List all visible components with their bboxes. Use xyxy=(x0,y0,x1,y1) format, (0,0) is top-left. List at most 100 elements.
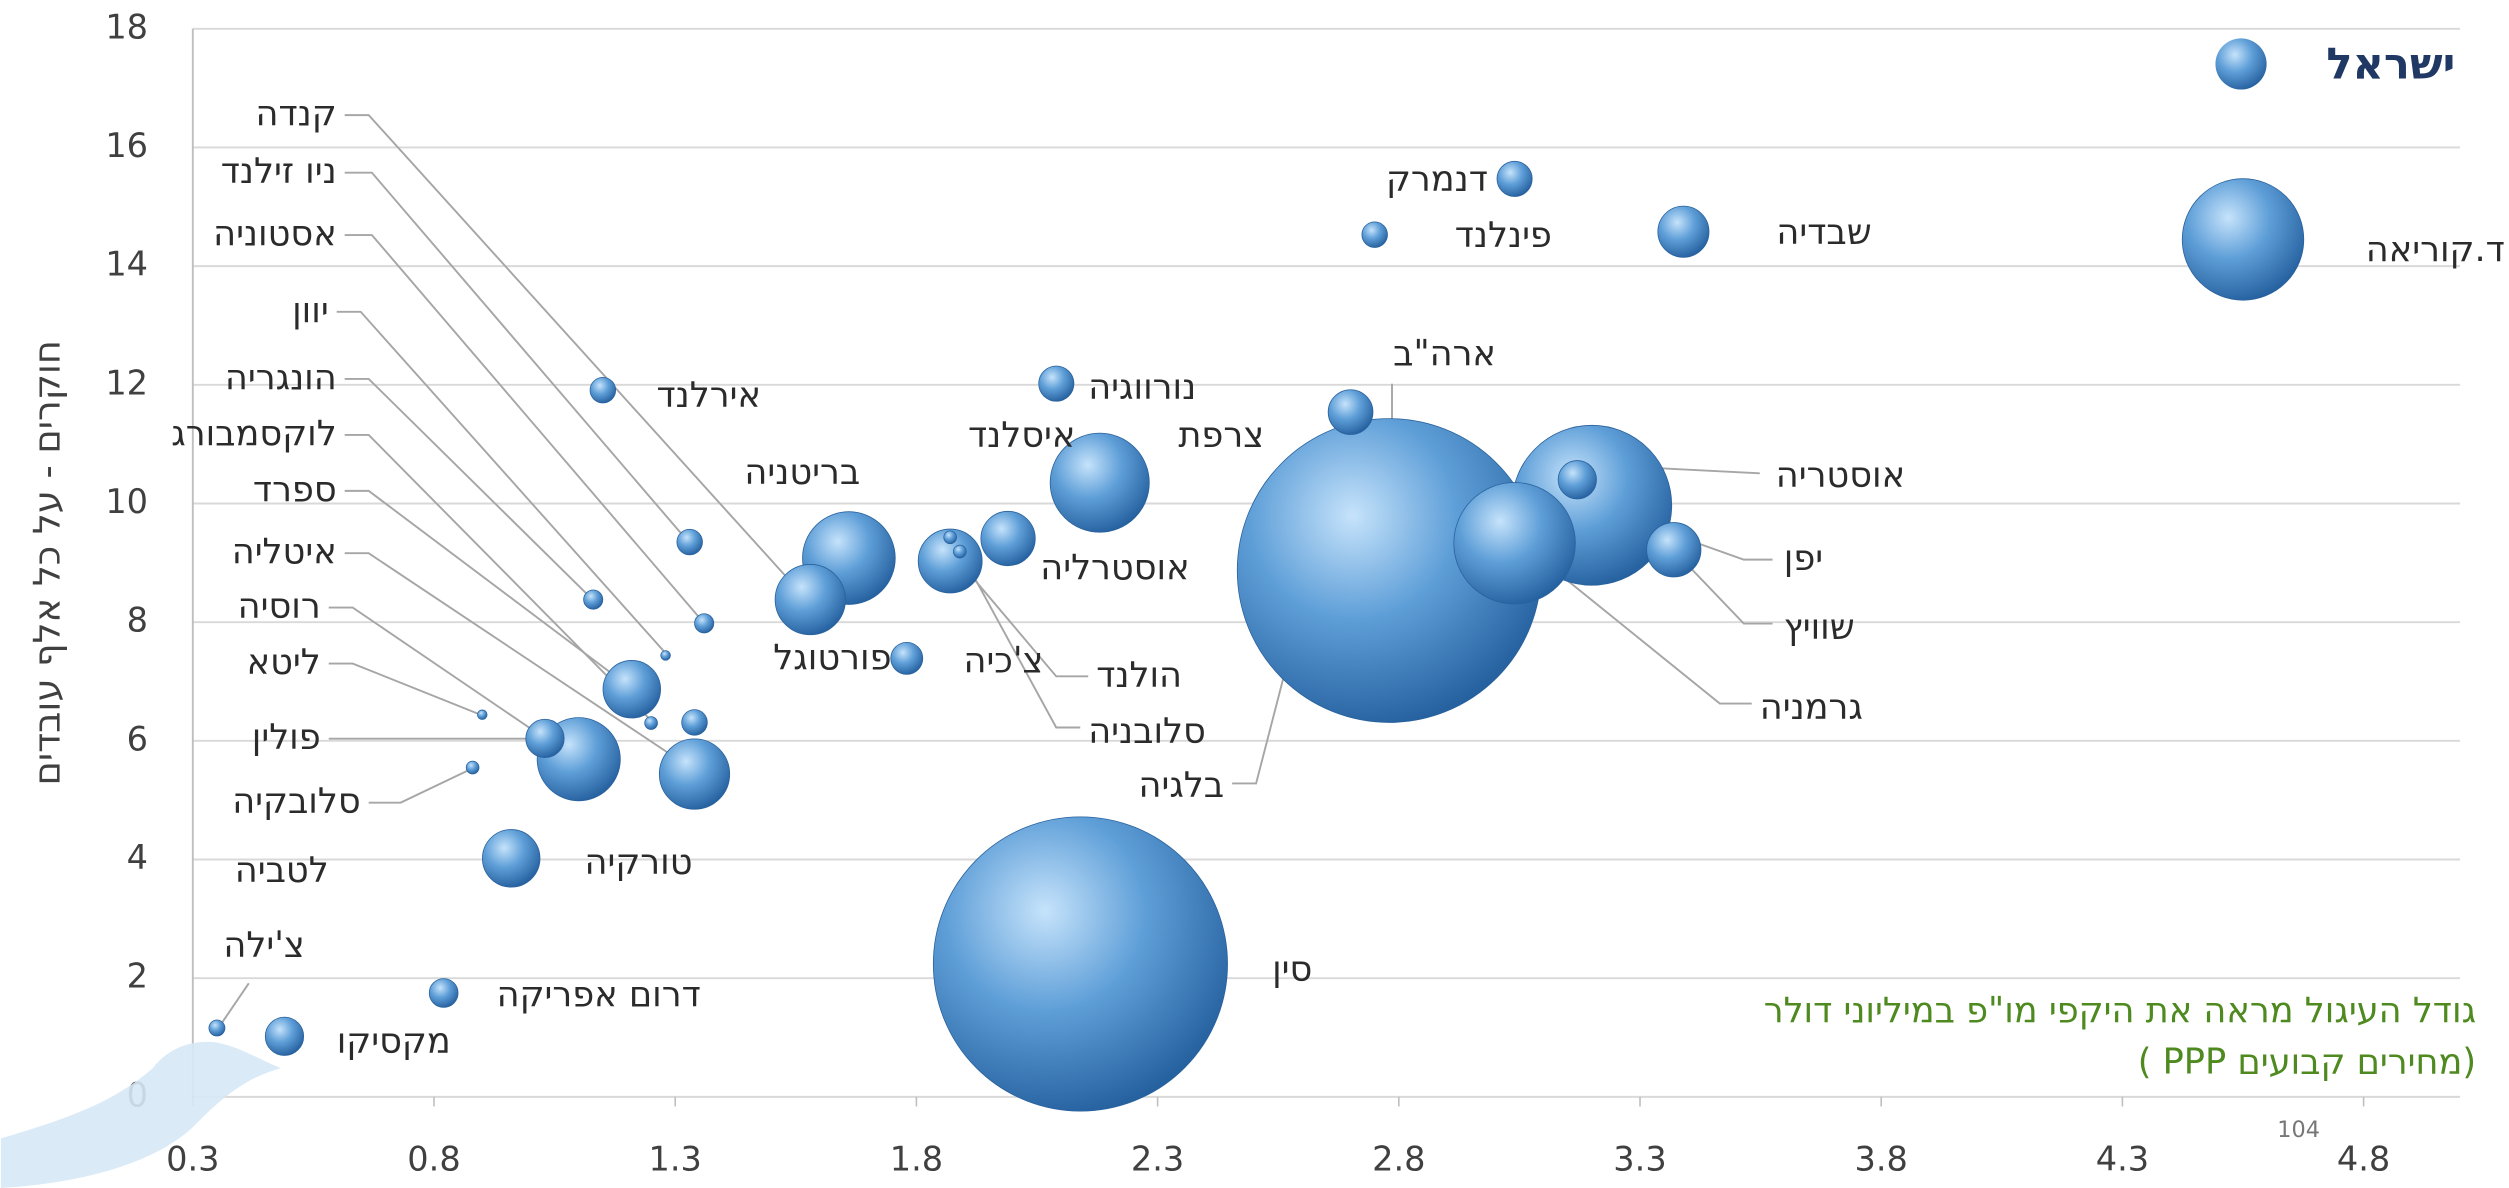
bubble xyxy=(943,530,957,545)
leader-line xyxy=(959,551,1081,729)
bubble xyxy=(264,1016,305,1056)
leader-line xyxy=(368,766,475,804)
y-tick-label: 16 xyxy=(105,126,148,165)
bubble xyxy=(658,738,731,810)
bubble xyxy=(644,716,658,730)
data-label: רוסיה xyxy=(238,586,321,627)
leader-line xyxy=(959,562,1089,678)
data-label: ספרד xyxy=(253,469,337,510)
bubble xyxy=(932,816,1228,1112)
bubble xyxy=(482,829,541,888)
leader-line xyxy=(220,982,250,1024)
data-label: ד.קוריאה xyxy=(2366,229,2505,270)
data-label: שבדיה xyxy=(1776,211,1871,252)
leader-line xyxy=(344,234,706,625)
x-tick-label: 0.8 xyxy=(407,1139,460,1178)
x-tick-label: 3.3 xyxy=(1613,1139,1666,1178)
data-label: הולנד xyxy=(1096,654,1182,695)
x-tick-label: 4.8 xyxy=(2337,1139,2390,1178)
bubble xyxy=(477,709,488,720)
data-label: איטליה xyxy=(232,531,337,572)
data-label: ניו זילנד xyxy=(221,151,337,192)
data-label: קנדה xyxy=(256,93,337,134)
leader-line xyxy=(344,171,690,543)
data-label: ליטא xyxy=(247,642,321,683)
bubble xyxy=(953,544,967,559)
bubble xyxy=(660,650,671,661)
leader-line xyxy=(344,489,634,690)
data-label: לוקסמבורג xyxy=(171,413,336,454)
bubble xyxy=(2181,178,2305,301)
bubble xyxy=(1453,482,1576,605)
bubble xyxy=(208,1019,226,1037)
leader-line xyxy=(1511,534,1752,705)
data-label: פורטוגל xyxy=(773,637,891,678)
data-label: טורקיה xyxy=(585,841,693,882)
leader-line xyxy=(328,606,554,745)
data-label: בריטניה xyxy=(744,451,860,492)
y-tick-label: 12 xyxy=(105,363,148,402)
bubble xyxy=(1557,460,1597,500)
leader-line xyxy=(336,310,669,657)
data-label: יפן xyxy=(1784,538,1823,579)
x-tick-label: 3.8 xyxy=(1855,1139,1908,1178)
leader-line xyxy=(328,662,481,716)
y-tick-label: 6 xyxy=(127,719,148,758)
data-label: סין xyxy=(1272,949,1312,990)
leader-line xyxy=(344,552,701,775)
data-label: סלובניה xyxy=(1088,710,1206,751)
data-label: פולין xyxy=(252,717,321,758)
annotation: (מחירים קבועים PPP ) xyxy=(2138,1041,2476,1082)
data-label: שוויץ xyxy=(1784,606,1855,647)
bubble xyxy=(1496,160,1533,197)
bubble xyxy=(980,510,1036,567)
page-number: 104 xyxy=(2277,1117,2320,1143)
data-label: לטביה xyxy=(235,849,329,890)
bubble xyxy=(676,528,703,556)
bubble xyxy=(694,613,715,634)
data-label: צ'כיה xyxy=(963,640,1043,681)
data-label: הונגריה xyxy=(225,357,337,398)
data-label: אסטוניה xyxy=(213,213,337,254)
x-tick-label: 1.8 xyxy=(890,1139,943,1178)
labels: קנדה ניו זילנד אסטוניה יוון הונגריה לוקסמבורג… xyxy=(171,93,2505,1061)
dove-watermark xyxy=(0,1041,281,1188)
bubble xyxy=(602,660,661,719)
leader-line xyxy=(344,377,594,601)
y-tick-label: 14 xyxy=(105,245,148,284)
data-label: בלגיה xyxy=(1138,765,1224,806)
x-tick-label: 1.3 xyxy=(649,1139,702,1178)
bubble xyxy=(1361,221,1388,248)
y-tick-label: 18 xyxy=(105,7,148,46)
bubbles xyxy=(208,160,2305,1112)
x-tick-label: 4.3 xyxy=(2096,1139,2149,1178)
y-tick-label: 4 xyxy=(127,838,148,877)
data-label: אוסטרליה xyxy=(1040,547,1189,588)
data-label: צ'ילה xyxy=(223,925,304,966)
data-label: צרפת xyxy=(1178,415,1264,456)
legend-label: ישראל xyxy=(2326,40,2455,90)
bubble xyxy=(428,978,459,1008)
bubble xyxy=(1038,365,1075,402)
leaders xyxy=(220,114,1773,1024)
data-label: דרום אפריקה xyxy=(497,974,701,1015)
bubble xyxy=(681,709,708,736)
leader-line xyxy=(344,114,794,585)
data-label: דנמרק xyxy=(1386,159,1488,200)
data-label: פינלנד xyxy=(1455,215,1552,256)
bubble xyxy=(589,376,617,404)
y-tick-label: 2 xyxy=(127,957,148,996)
y-tick-label: 8 xyxy=(127,601,148,640)
bubble xyxy=(525,718,565,759)
x-tick-label: 2.8 xyxy=(1372,1139,1425,1178)
annotation: גודל העיגול מראה את היקפי מו"פ במיליוני … xyxy=(1764,990,2476,1031)
bubble xyxy=(583,589,604,610)
bubble xyxy=(1049,432,1150,533)
bubble xyxy=(917,528,983,594)
data-label: גרמניה xyxy=(1760,686,1863,727)
bubble xyxy=(1327,389,1374,435)
data-label: אירלנד xyxy=(657,375,761,416)
legend-marker xyxy=(2215,38,2267,90)
y-tick-label: 10 xyxy=(105,482,148,521)
